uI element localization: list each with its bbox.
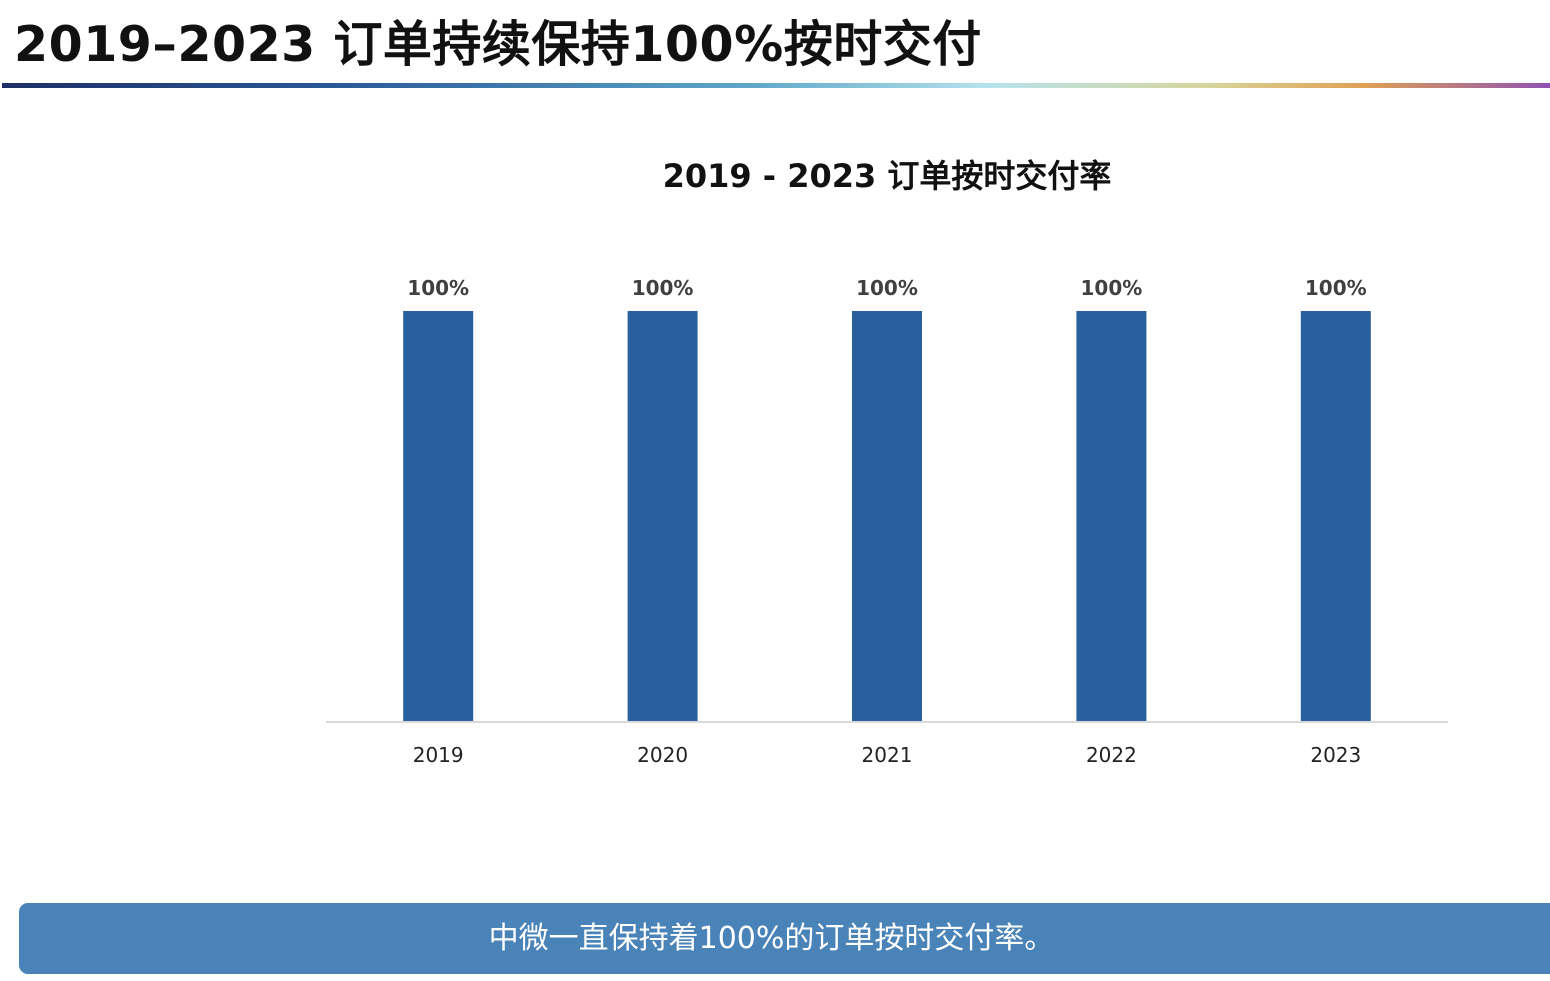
data-label-2020: 100% — [632, 276, 694, 300]
x-tick-labels-group: 2019 2020 2021 2022 2023 — [413, 743, 1362, 767]
summary-text: 中微一直保持着100%的订单按时交付率。 — [488, 921, 1055, 956]
x-tick-label-2021: 2021 — [862, 743, 913, 767]
bar-2021 — [852, 311, 922, 721]
bar-2019 — [403, 311, 474, 721]
chart-title: 2019 - 2023 订单按时交付率 — [663, 157, 1112, 195]
x-tick-label-2023: 2023 — [1310, 743, 1361, 767]
x-tick-label-2019: 2019 — [413, 743, 464, 767]
x-tick-label-2022: 2022 — [1086, 743, 1137, 767]
page-title: 2019–2023 订单持续保持100%按时交付 — [14, 16, 982, 73]
data-label-2023: 100% — [1305, 276, 1367, 300]
bars-group — [403, 311, 1371, 721]
data-label-2019: 100% — [407, 276, 469, 300]
data-labels-group: 100% 100% 100% 100% 100% — [407, 276, 1366, 300]
bar-2022 — [1076, 311, 1147, 721]
title-divider — [2, 83, 1550, 88]
bar-2023 — [1300, 311, 1371, 721]
data-label-2021: 100% — [856, 276, 918, 300]
data-label-2022: 100% — [1081, 276, 1143, 300]
x-tick-label-2020: 2020 — [637, 743, 688, 767]
bar-2020 — [627, 311, 698, 721]
summary-banner: 中微一直保持着100%的订单按时交付率。 — [19, 903, 1550, 974]
